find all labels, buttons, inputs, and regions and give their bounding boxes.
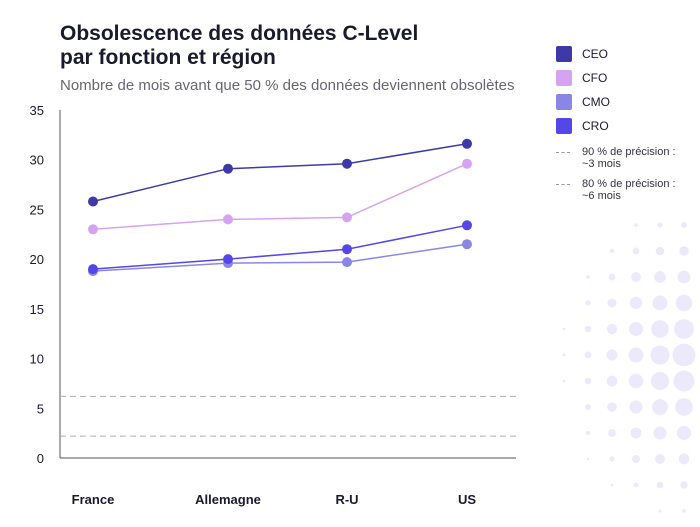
legend-reference-80: 80 % de précision : ~6 mois bbox=[556, 178, 696, 202]
series-line-cro bbox=[92, 224, 468, 270]
legend-label: CRO bbox=[582, 119, 609, 133]
series-line-ceo bbox=[92, 143, 468, 203]
legend-reference-90: 90 % de précision : ~3 mois bbox=[556, 146, 696, 170]
legend-reference-80-label: 80 % de précision : ~6 mois bbox=[582, 178, 676, 202]
series-line-cmo bbox=[92, 243, 468, 272]
legend-item-cro: CRO bbox=[556, 114, 696, 138]
data-point-cro bbox=[342, 244, 352, 255]
x-tick-label: Allemagne bbox=[195, 492, 261, 507]
legend-reference-80-line1: 80 % de précision : bbox=[582, 178, 676, 190]
chart-title-line1: Obsolescence des données C-Level bbox=[60, 22, 419, 45]
chart-title: Obsolescence des données C-Level par fon… bbox=[60, 22, 500, 70]
legend-item-cmo: CMO bbox=[556, 90, 696, 114]
x-tick-label: R-U bbox=[335, 492, 358, 507]
y-tick-label: 25 bbox=[30, 202, 44, 217]
legend-reference-80-line2: ~6 mois bbox=[582, 190, 621, 202]
y-tick-label: 10 bbox=[30, 352, 44, 367]
x-tick-label: US bbox=[458, 492, 476, 507]
legend-swatch bbox=[556, 118, 572, 134]
legend-label: CMO bbox=[582, 95, 610, 109]
data-point-ceo bbox=[88, 196, 98, 207]
legend: CEO CFO CMO CRO 90 % de précision : ~3 mois… bbox=[556, 42, 696, 202]
legend-series-list: CEO CFO CMO CRO bbox=[556, 42, 696, 138]
legend-reference-90-label: 90 % de précision : ~3 mois bbox=[582, 146, 676, 170]
data-point-cfo bbox=[88, 224, 98, 235]
y-tick-label: 35 bbox=[30, 103, 44, 118]
data-point-ceo bbox=[223, 163, 233, 174]
data-point-cmo bbox=[342, 257, 352, 268]
legend-swatch bbox=[556, 94, 572, 110]
data-point-cfo bbox=[223, 214, 233, 225]
legend-item-cfo: CFO bbox=[556, 66, 696, 90]
legend-swatch bbox=[556, 46, 572, 62]
y-tick-label: 5 bbox=[37, 401, 44, 416]
data-point-cmo bbox=[462, 239, 472, 250]
chart-title-line2: par fonction et région bbox=[60, 46, 276, 69]
data-point-cro bbox=[223, 254, 233, 265]
data-point-cfo bbox=[462, 158, 472, 169]
y-tick-label: 15 bbox=[30, 302, 44, 317]
x-tick-label: France bbox=[72, 492, 115, 507]
y-tick-label: 0 bbox=[37, 451, 44, 466]
data-point-ceo bbox=[462, 138, 472, 149]
data-point-cro bbox=[88, 264, 98, 275]
legend-label: CFO bbox=[582, 71, 608, 85]
series-line-cfo bbox=[92, 163, 468, 231]
data-point-cfo bbox=[342, 212, 352, 223]
dashed-line-icon bbox=[556, 152, 570, 153]
legend-reference-90-line2: ~3 mois bbox=[582, 158, 621, 170]
y-tick-label: 30 bbox=[30, 153, 44, 168]
data-point-cro bbox=[462, 220, 472, 231]
data-point-ceo bbox=[342, 158, 352, 169]
legend-reference-90-line1: 90 % de précision : bbox=[582, 146, 676, 158]
legend-label: CEO bbox=[582, 47, 609, 61]
y-tick-label: 20 bbox=[30, 252, 44, 267]
legend-item-ceo: CEO bbox=[556, 42, 696, 66]
chart-subtitle: Nombre de mois avant que 50 % des donnée… bbox=[60, 77, 515, 94]
dashed-line-icon bbox=[556, 184, 570, 185]
legend-swatch bbox=[556, 70, 572, 86]
